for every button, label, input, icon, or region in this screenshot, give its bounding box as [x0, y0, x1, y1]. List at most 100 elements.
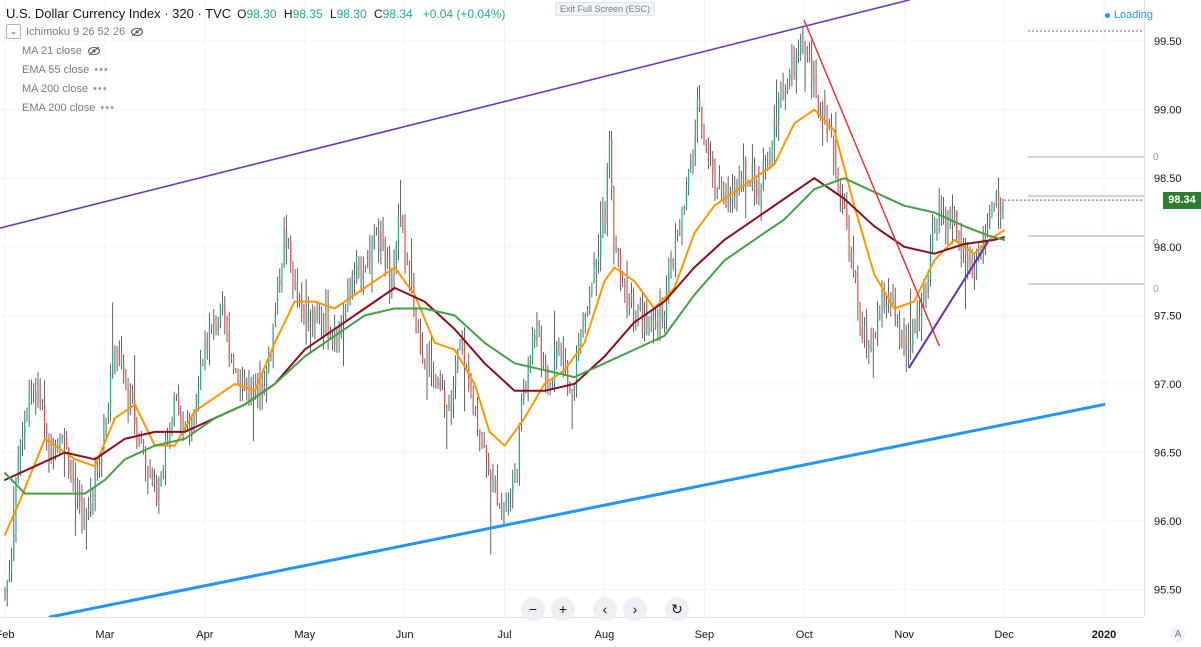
candle-body	[303, 308, 305, 323]
candle-body	[602, 212, 604, 236]
candle-body	[26, 411, 28, 421]
candle-body	[331, 335, 334, 346]
collapse-legend-button[interactable]: ⌄	[6, 24, 21, 39]
zoom-in-button[interactable]: +	[551, 597, 575, 621]
candle-body	[1002, 203, 1004, 206]
candle-body	[879, 315, 881, 318]
candle-body	[712, 157, 714, 175]
x-tick-label: Mar	[95, 629, 114, 641]
indicator-ichimoku[interactable]: ⌄ Ichimoku 9 26 52 26	[6, 24, 505, 39]
candle-body	[677, 231, 679, 237]
candle-body	[877, 317, 879, 338]
reset-chart-button[interactable]: ↻	[665, 597, 689, 621]
candle-body	[239, 379, 241, 386]
candle-body	[147, 465, 149, 479]
candle-body	[995, 192, 997, 205]
candle-body	[149, 468, 151, 479]
candle-body	[153, 478, 156, 481]
candle-body	[707, 142, 709, 159]
candle-body	[564, 361, 567, 370]
candle-body	[13, 533, 15, 560]
candle-body	[855, 272, 857, 279]
candle-body	[142, 439, 145, 454]
candle-body	[441, 389, 444, 391]
more-icon[interactable]: •••	[93, 82, 108, 95]
candle-body	[562, 351, 564, 362]
candle-body	[604, 212, 606, 225]
candle-body	[936, 220, 938, 233]
more-icon[interactable]: •••	[94, 63, 109, 76]
indicator-ma21[interactable]: MA 21 close	[6, 43, 505, 58]
zoom-out-button[interactable]: −	[521, 597, 545, 621]
candle-body	[679, 231, 681, 235]
candle-body	[622, 283, 624, 286]
candle-body	[63, 435, 65, 438]
candle-body	[492, 478, 494, 492]
candle-body	[826, 113, 828, 124]
x-tick-label: Jul	[498, 629, 512, 641]
candle-body	[989, 216, 991, 225]
indicator-ema200[interactable]: EMA 200 close •••	[6, 100, 505, 115]
candle-body	[837, 170, 839, 186]
trend-up-trendline	[908, 238, 991, 369]
candle-body	[52, 438, 54, 456]
candle-body	[644, 315, 646, 333]
candle-body	[652, 318, 655, 329]
indicator-ma200[interactable]: MA 200 close •••	[6, 81, 505, 96]
indicator-ema55[interactable]: EMA 55 close •••	[6, 62, 505, 77]
candle-body	[512, 480, 514, 493]
exit-fullscreen-hint[interactable]: Exit Full Screen (ESC)	[555, 2, 656, 16]
candle-body	[446, 406, 448, 408]
candle-body	[87, 508, 90, 517]
candle-body	[222, 303, 224, 310]
candle-body	[68, 447, 70, 474]
more-icon[interactable]: •••	[100, 101, 115, 114]
eye-off-icon[interactable]	[130, 27, 144, 37]
candle-body	[430, 361, 433, 371]
x-tick-label: 2020	[1092, 629, 1116, 641]
candle-body	[687, 169, 690, 191]
candle-body	[859, 304, 861, 328]
candle-body	[630, 293, 633, 301]
candle-body	[883, 293, 885, 310]
eye-off-icon[interactable]	[87, 46, 101, 56]
candle-body	[815, 73, 817, 96]
candle-body	[584, 314, 586, 321]
candle-body	[793, 58, 795, 78]
candle-body	[857, 278, 859, 305]
candle-body	[184, 424, 186, 426]
candle-body	[997, 192, 1000, 214]
candle-body	[217, 323, 219, 331]
y-tick-label: 99.00	[1154, 105, 1182, 117]
candle-body	[318, 310, 320, 315]
candle-body	[259, 374, 261, 398]
candle-body	[487, 455, 490, 473]
candle-body	[800, 37, 802, 53]
candle-body	[938, 198, 940, 221]
candle-body	[162, 470, 164, 473]
ichimoku-axis-label: 0	[1153, 238, 1159, 249]
candle-body	[573, 385, 575, 392]
candle-body	[538, 328, 540, 332]
candle-body	[742, 158, 745, 188]
candle-body	[751, 164, 753, 187]
candle-body	[536, 328, 538, 341]
candle-body	[718, 176, 720, 189]
candle-body	[830, 128, 833, 138]
candle-body	[296, 281, 298, 299]
scroll-forward-button[interactable]: ›	[623, 597, 647, 621]
candle-body	[969, 260, 971, 265]
candle-body	[197, 389, 200, 410]
candle-body	[72, 466, 74, 478]
auto-scale-button[interactable]: A	[1170, 626, 1186, 642]
candle-body	[206, 340, 208, 351]
scroll-back-button[interactable]: ‹	[593, 597, 617, 621]
candle-body	[356, 263, 358, 280]
candle-body	[125, 377, 127, 381]
candle-body	[479, 430, 481, 436]
symbol-title[interactable]: U.S. Dollar Currency Index · 320 · TVC	[6, 6, 232, 21]
symbol-header: U.S. Dollar Currency Index · 320 · TVC O…	[6, 6, 505, 21]
candle-body	[465, 366, 468, 368]
x-tick-label: Sep	[695, 629, 715, 641]
